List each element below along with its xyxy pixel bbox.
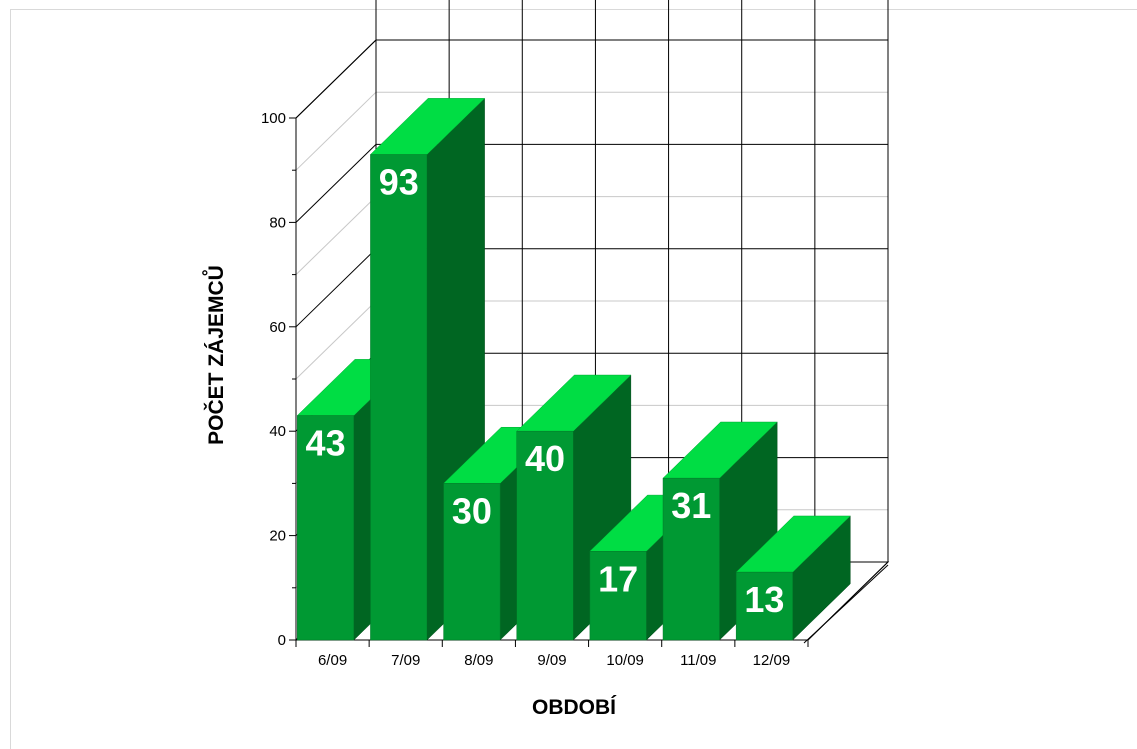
x-tick-label: 7/09 — [391, 652, 420, 669]
gridline-side — [295, 248, 377, 328]
x-tick-label: 11/09 — [680, 652, 716, 669]
x-tick-label: 10/09 — [606, 652, 644, 669]
bar-value-label: 93 — [379, 162, 419, 203]
gridline-side — [295, 91, 377, 171]
x-tick-label: 12/09 — [753, 652, 791, 669]
bar-value-label: 17 — [598, 558, 638, 599]
gridline-side — [295, 144, 377, 223]
x-tick-label: 8/09 — [464, 652, 493, 669]
bar-front — [370, 154, 428, 641]
y-tick-label: 20 — [269, 528, 286, 545]
bar-value-label: 40 — [525, 438, 565, 479]
x-axis-title: OBDOBÍ — [532, 696, 617, 719]
floor-edge-rail — [803, 564, 889, 644]
bar-front — [443, 483, 501, 641]
x-tick-label: 6/09 — [318, 652, 347, 669]
bars — [296, 97, 851, 641]
x-tick-label: 9/09 — [537, 652, 566, 669]
y-axis-title: POČET ZÁJEMCŮ — [202, 265, 228, 445]
bar-value-label: 30 — [452, 490, 492, 531]
bar-front — [589, 551, 647, 641]
y-tick-label: 40 — [269, 423, 286, 440]
y-tick-label: 0 — [278, 632, 286, 649]
bar-value-label: 43 — [306, 423, 346, 464]
y-tick-label: 80 — [269, 214, 286, 231]
bar-value-label: 31 — [671, 485, 711, 526]
gridline-side — [295, 196, 377, 275]
wall-edge-left-top — [295, 39, 377, 119]
labels: 43 93 30 40 17 31 13 — [306, 162, 785, 621]
y-tick-label: 100 — [261, 110, 286, 127]
bar-front — [516, 430, 574, 641]
bar-front — [662, 477, 720, 641]
bar — [735, 515, 851, 641]
y-tick-label: 60 — [269, 319, 286, 336]
gridline-side — [295, 300, 377, 380]
bar-front — [735, 571, 793, 641]
bar-value-label: 13 — [744, 579, 784, 620]
bar-front — [297, 415, 355, 641]
